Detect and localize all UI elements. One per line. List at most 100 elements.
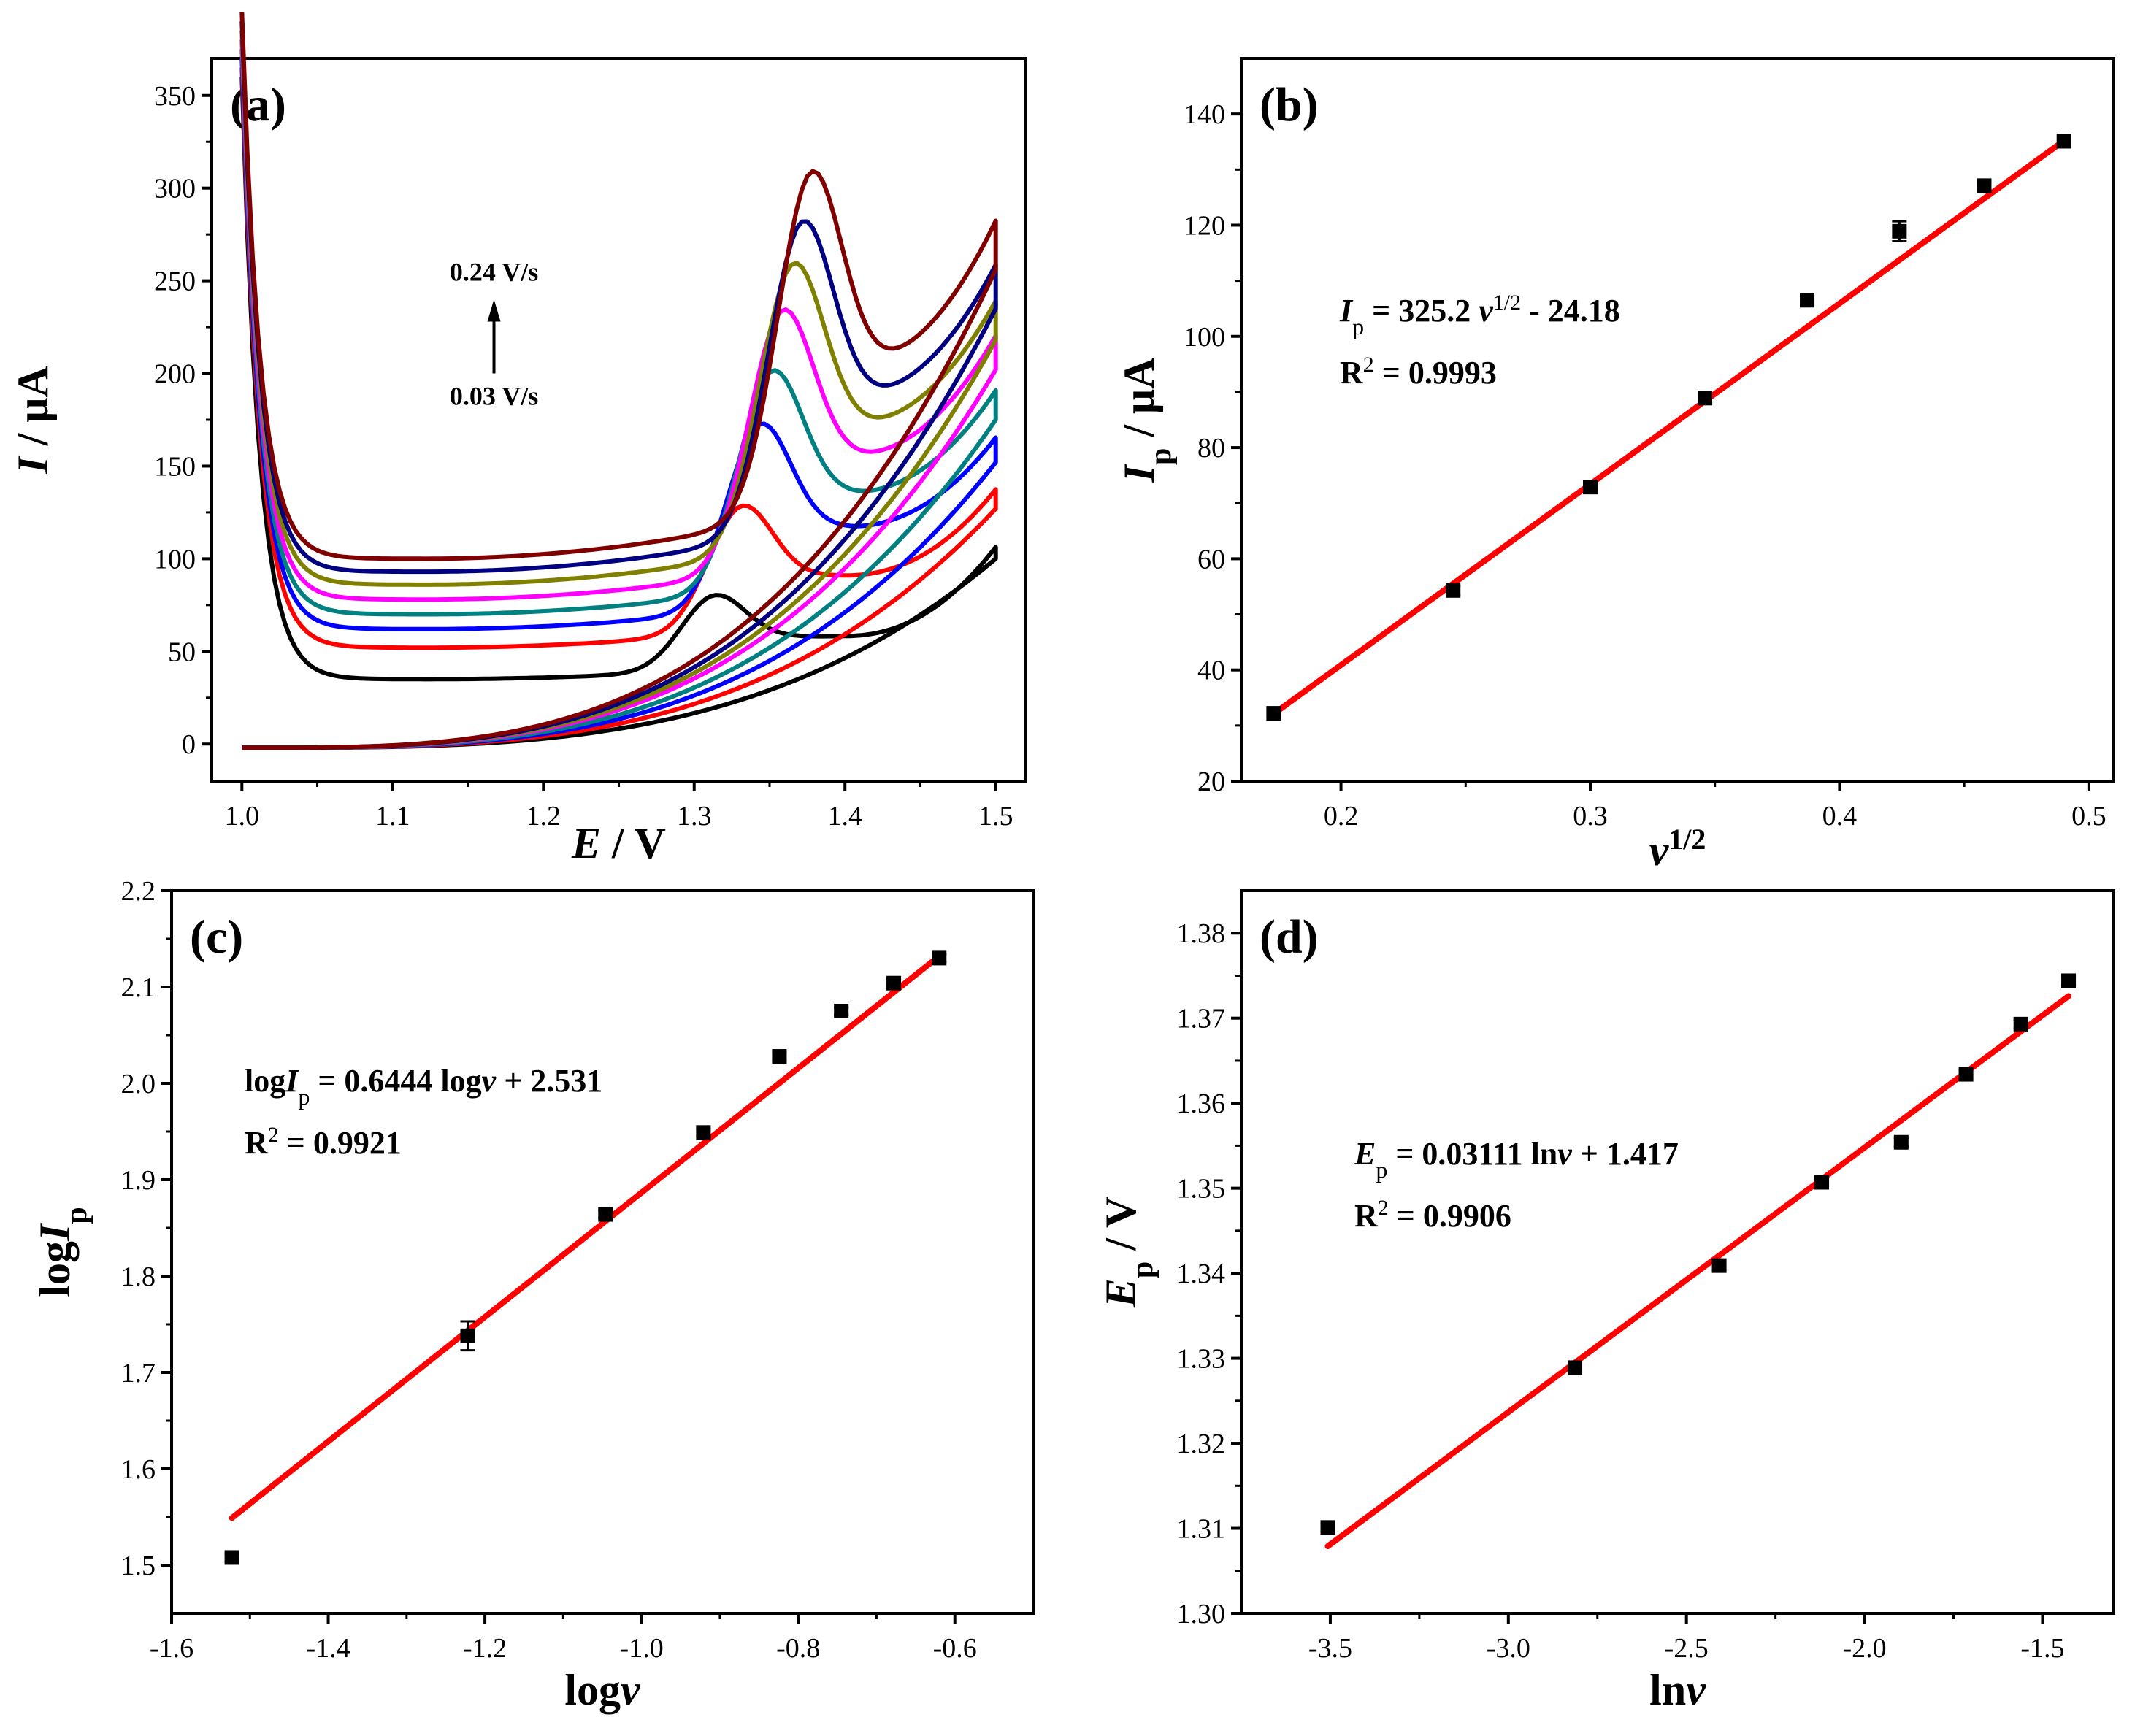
fit-line [229, 953, 943, 1521]
y-tick-label: 150 [154, 451, 196, 482]
data-point [1583, 480, 1598, 495]
data-point [886, 975, 902, 991]
y-axis-title-text: logIp [31, 1207, 93, 1297]
y-tick-label: 100 [1184, 322, 1225, 353]
y-tick-label: 1.31 [1177, 1514, 1226, 1545]
y-axis-log: log [31, 1241, 79, 1297]
eq-variable: v [1557, 1136, 1572, 1172]
x-tick-label: -2.5 [1665, 1633, 1709, 1664]
r2-symbol: R [1340, 355, 1364, 391]
data-point [1698, 391, 1713, 406]
x-axis-ln: ln [1649, 1666, 1686, 1714]
cv-curve [239, 58, 998, 750]
x-tick-label: -2.0 [1842, 1633, 1886, 1664]
x-tick-label: -1.5 [2020, 1633, 2064, 1664]
x-axis-title-text: E / V [571, 819, 666, 867]
y-axis-symbol: I [9, 455, 57, 475]
eq-symbol: I [1339, 293, 1354, 329]
data-point [834, 1004, 849, 1018]
rate-arrow-head [487, 299, 501, 322]
y-tick-label: 200 [154, 359, 196, 390]
cv-curve [239, 67, 998, 750]
fit-line [1270, 137, 2067, 717]
y-tick-label: 0 [182, 729, 196, 760]
panel-b: 0.2 0.3 0.4 0.5 20 40 60 80 100 120 140 (b) Ip = 325… [1115, 57, 2115, 875]
x-tick-label: 1.4 [827, 801, 862, 831]
panel-d: -3.5 -3.0 -2.5 -2.0 -1.5 1.30 1.31 1.32 1.33 1.34… [1097, 889, 2115, 1714]
y-axis-symbol: E [1097, 1278, 1145, 1308]
data-point [460, 1328, 475, 1343]
x-axis-title-text: v1/2 [1649, 823, 1706, 875]
y-tick-label: 1.35 [1177, 1174, 1226, 1205]
data-point [1892, 223, 1907, 239]
x-axis-unit: / V [601, 819, 666, 867]
y-tick-label: 1.36 [1177, 1088, 1226, 1119]
data-point [1266, 706, 1281, 721]
eq-symbol: I [285, 1063, 299, 1099]
y-tick-label: 1.34 [1177, 1259, 1226, 1289]
plot-frame [1240, 889, 2115, 1615]
r2-symbol: R [1354, 1198, 1379, 1234]
eq-subscript: p [298, 1083, 310, 1110]
eq-superscript: 1/2 [1493, 291, 1521, 315]
r2-value: = 0.9993 [1374, 355, 1497, 391]
y-tick-label: 40 [1197, 656, 1225, 686]
y-tick-label: 80 [1197, 433, 1225, 464]
y-tick-label: 1.7 [121, 1358, 156, 1389]
r2-superscript: 2 [1363, 353, 1374, 377]
r-squared: R2 = 0.9993 [1340, 353, 1497, 391]
data-point [224, 1550, 239, 1565]
data-point [2013, 1016, 2028, 1032]
data-point [2056, 134, 2071, 149]
x-tick-label: 1.3 [677, 801, 712, 831]
plot-frame [1240, 57, 2115, 783]
x-axis-title-text: logv [564, 1666, 641, 1714]
data-point [2061, 973, 2077, 988]
r2-value: = 0.9906 [1389, 1198, 1511, 1234]
y-axis-subscript: p [60, 1207, 93, 1224]
y-axis-subscript: p [1144, 448, 1178, 465]
data-point [932, 950, 947, 966]
x-tick-label: -1.4 [306, 1633, 350, 1664]
x-tick-label: 0.4 [1822, 801, 1858, 831]
y-tick-label: 120 [1184, 210, 1225, 241]
data-point [1800, 293, 1815, 308]
x-tick-label: 1.0 [225, 801, 260, 831]
eq-subscript: p [1352, 313, 1364, 339]
x-axis-symbol: v [621, 1666, 641, 1714]
fit-line [1324, 993, 2072, 1549]
x-axis-symbol: E [571, 819, 601, 867]
x-tick-label: -3.0 [1487, 1633, 1530, 1664]
r2-superscript: 2 [1378, 1196, 1389, 1220]
r-squared: R2 = 0.9906 [1354, 1196, 1511, 1234]
y-axis-unit: / V [1097, 1197, 1145, 1261]
eq-variable: v [1479, 293, 1493, 329]
x-axis-symbol: v [1686, 1666, 1706, 1714]
eq-slope: = 325.2 [1364, 293, 1479, 329]
y-tick-label: 2.2 [121, 876, 156, 907]
x-tick-label: 1.5 [978, 801, 1013, 831]
data-point [1568, 1360, 1583, 1375]
y-tick-label: 250 [154, 266, 196, 297]
x-tick-label: -0.8 [776, 1633, 820, 1664]
fit-equation: Ep = 0.03111 lnv + 1.417 [1354, 1136, 1679, 1183]
y-tick-label: 2.1 [121, 972, 156, 1003]
cv-curve [239, 12, 998, 750]
eq-intercept: + 1.417 [1572, 1136, 1679, 1172]
data-point [1893, 1134, 1909, 1150]
y-axis-symbol: I [1115, 463, 1163, 483]
annotation-bottom: 0.03 V/s [450, 382, 538, 411]
y-tick-label: 1.6 [121, 1454, 156, 1485]
y-tick-label: 1.9 [121, 1165, 156, 1196]
eq-intercept: + 2.531 [496, 1063, 602, 1099]
x-tick-label: 0.2 [1324, 801, 1359, 831]
x-tick-label: -1.0 [620, 1633, 664, 1664]
x-axis-log: log [564, 1666, 621, 1714]
eq-slope: = 0.03111 ln [1387, 1136, 1557, 1172]
fit-equation: Ip = 325.2 v1/2 - 24.18 [1339, 291, 1620, 340]
annotation-top: 0.24 V/s [450, 258, 538, 287]
y-axis-symbol: I [31, 1222, 79, 1242]
y-axis-subscript: p [1126, 1261, 1159, 1278]
panel-label: (b) [1260, 78, 1319, 131]
